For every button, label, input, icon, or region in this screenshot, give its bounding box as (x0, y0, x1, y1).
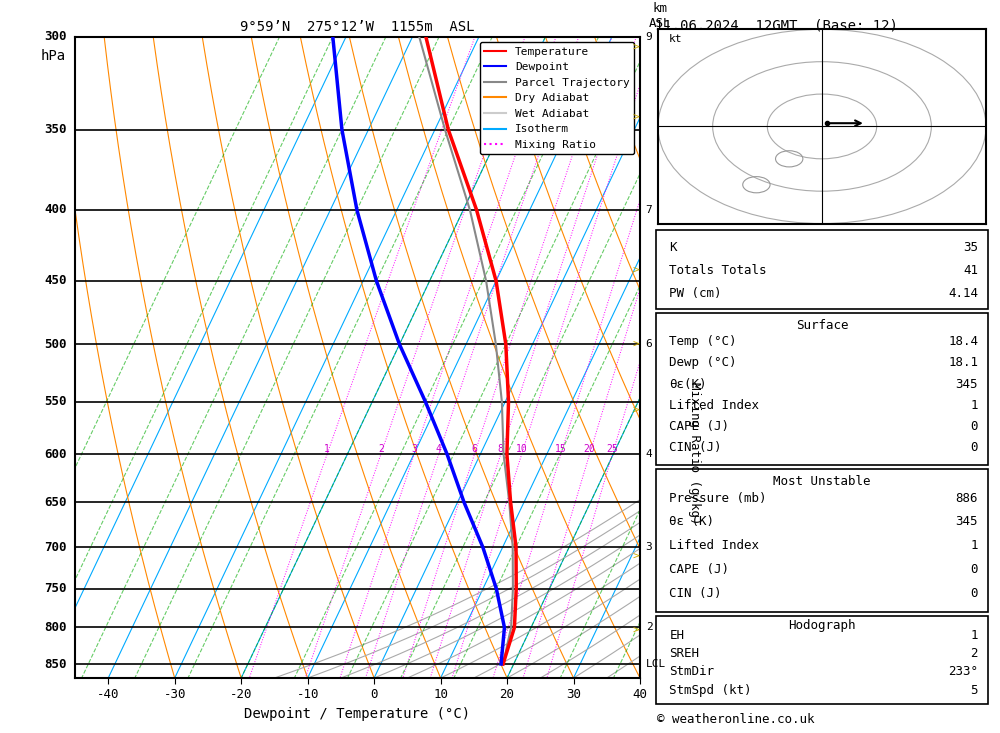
Text: 25: 25 (607, 444, 618, 454)
Text: EH: EH (669, 629, 684, 642)
Text: 35: 35 (963, 241, 978, 254)
Text: 3: 3 (411, 444, 417, 454)
Text: km
ASL: km ASL (649, 2, 671, 30)
Text: 350: 350 (44, 123, 67, 136)
Text: CAPE (J): CAPE (J) (669, 563, 729, 576)
Legend: Temperature, Dewpoint, Parcel Trajectory, Dry Adiabat, Wet Adiabat, Isotherm, Mi: Temperature, Dewpoint, Parcel Trajectory… (480, 43, 634, 155)
Text: 345: 345 (956, 515, 978, 528)
Text: Mixing Ratio (g/kg): Mixing Ratio (g/kg) (688, 383, 702, 525)
X-axis label: Dewpoint / Temperature (°C): Dewpoint / Temperature (°C) (244, 707, 471, 721)
Text: PW (cm): PW (cm) (669, 287, 722, 301)
Text: 850: 850 (44, 658, 67, 671)
Text: >: > (633, 625, 639, 636)
Text: K: K (669, 241, 677, 254)
Text: CIN (J): CIN (J) (669, 586, 722, 600)
Text: 450: 450 (44, 274, 67, 287)
Text: 4: 4 (436, 444, 442, 454)
Text: 1: 1 (971, 629, 978, 642)
Text: LCL: LCL (646, 659, 666, 669)
Text: 18.4: 18.4 (948, 335, 978, 348)
Text: 20: 20 (584, 444, 596, 454)
Text: 700: 700 (44, 540, 67, 553)
Title: 9°59’N  275°12’W  1155m  ASL: 9°59’N 275°12’W 1155m ASL (240, 20, 475, 34)
Text: 7: 7 (646, 205, 652, 215)
Text: CAPE (J): CAPE (J) (669, 420, 729, 432)
Text: 2: 2 (378, 444, 384, 454)
Text: © weatheronline.co.uk: © weatheronline.co.uk (657, 712, 814, 726)
Text: 0: 0 (971, 563, 978, 576)
Text: >: > (633, 552, 639, 562)
Text: 2: 2 (971, 647, 978, 660)
Text: Lifted Index: Lifted Index (669, 539, 759, 552)
Text: Temp (°C): Temp (°C) (669, 335, 737, 348)
Text: >: > (633, 405, 639, 416)
Text: 300: 300 (44, 30, 67, 43)
Text: 500: 500 (44, 338, 67, 351)
Text: hPa: hPa (41, 49, 66, 64)
Text: kt: kt (669, 34, 682, 44)
Text: 1: 1 (324, 444, 330, 454)
Text: >: > (633, 43, 639, 53)
Text: θε(K): θε(K) (669, 377, 707, 391)
Text: 400: 400 (44, 204, 67, 216)
Text: 9: 9 (646, 32, 652, 42)
Text: Most Unstable: Most Unstable (773, 475, 871, 488)
Text: >: > (633, 112, 639, 122)
Text: 6: 6 (646, 339, 652, 350)
Text: 6: 6 (472, 444, 477, 454)
Text: 15: 15 (555, 444, 567, 454)
Text: 650: 650 (44, 496, 67, 509)
Text: >: > (633, 339, 639, 350)
Text: SREH: SREH (669, 647, 699, 660)
Text: StmSpd (kt): StmSpd (kt) (669, 684, 752, 696)
Text: 233°: 233° (948, 666, 978, 679)
Text: 750: 750 (44, 582, 67, 595)
Text: 0: 0 (971, 441, 978, 454)
Text: 8: 8 (498, 444, 504, 454)
Text: 11.06.2024  12GMT  (Base: 12): 11.06.2024 12GMT (Base: 12) (655, 18, 898, 32)
Text: 600: 600 (44, 448, 67, 461)
Text: 10: 10 (516, 444, 528, 454)
Text: 3: 3 (646, 542, 652, 552)
Text: 5: 5 (971, 684, 978, 696)
Text: 18.1: 18.1 (948, 356, 978, 369)
Text: CIN (J): CIN (J) (669, 441, 722, 454)
Text: StmDir: StmDir (669, 666, 714, 679)
Text: Totals Totals: Totals Totals (669, 264, 767, 277)
Text: θε (K): θε (K) (669, 515, 714, 528)
Text: 550: 550 (44, 395, 67, 408)
Text: Pressure (mb): Pressure (mb) (669, 492, 767, 504)
Text: 2: 2 (646, 622, 652, 633)
Text: Dewp (°C): Dewp (°C) (669, 356, 737, 369)
Text: 1: 1 (971, 539, 978, 552)
Text: 345: 345 (956, 377, 978, 391)
Text: 1: 1 (971, 399, 978, 412)
Text: 4.14: 4.14 (948, 287, 978, 301)
Text: 886: 886 (956, 492, 978, 504)
Text: Surface: Surface (796, 319, 848, 332)
Text: 4: 4 (646, 449, 652, 459)
Text: >: > (633, 266, 639, 276)
Text: 0: 0 (971, 420, 978, 432)
Text: 0: 0 (971, 586, 978, 600)
Text: 800: 800 (44, 621, 67, 634)
Text: Hodograph: Hodograph (788, 619, 856, 633)
Text: Lifted Index: Lifted Index (669, 399, 759, 412)
Text: 41: 41 (963, 264, 978, 277)
